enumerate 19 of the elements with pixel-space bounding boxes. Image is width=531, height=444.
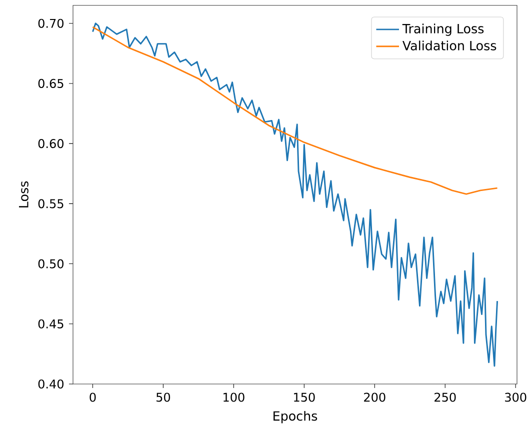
- y-tick-label: 0.50: [38, 259, 64, 268]
- x-tick-label: 200: [364, 392, 386, 402]
- y-tick-label: 0.70: [38, 18, 64, 28]
- x-tick-label: 0: [90, 392, 96, 402]
- line-series: [92, 22, 498, 367]
- y-tick-label: 0.55: [38, 199, 64, 208]
- x-axis-title: Epochs: [274, 410, 318, 424]
- legend-label: Validation Loss: [402, 40, 496, 50]
- y-tick-label: 0.65: [38, 78, 64, 88]
- x-tick-label: 100: [224, 392, 244, 402]
- x-tick-label: 150: [294, 392, 315, 402]
- y-axis-title: Loss: [19, 181, 28, 208]
- y-tick-label: 0.45: [38, 319, 64, 328]
- x-tick-label: 50: [156, 392, 170, 402]
- legend-label: Training Loss: [402, 24, 484, 36]
- y-tick-label: 0.60: [38, 139, 64, 148]
- x-tick-label: 250: [434, 392, 456, 402]
- x-tick-label: 300: [505, 392, 526, 402]
- y-tick-label: 0.40: [38, 379, 64, 389]
